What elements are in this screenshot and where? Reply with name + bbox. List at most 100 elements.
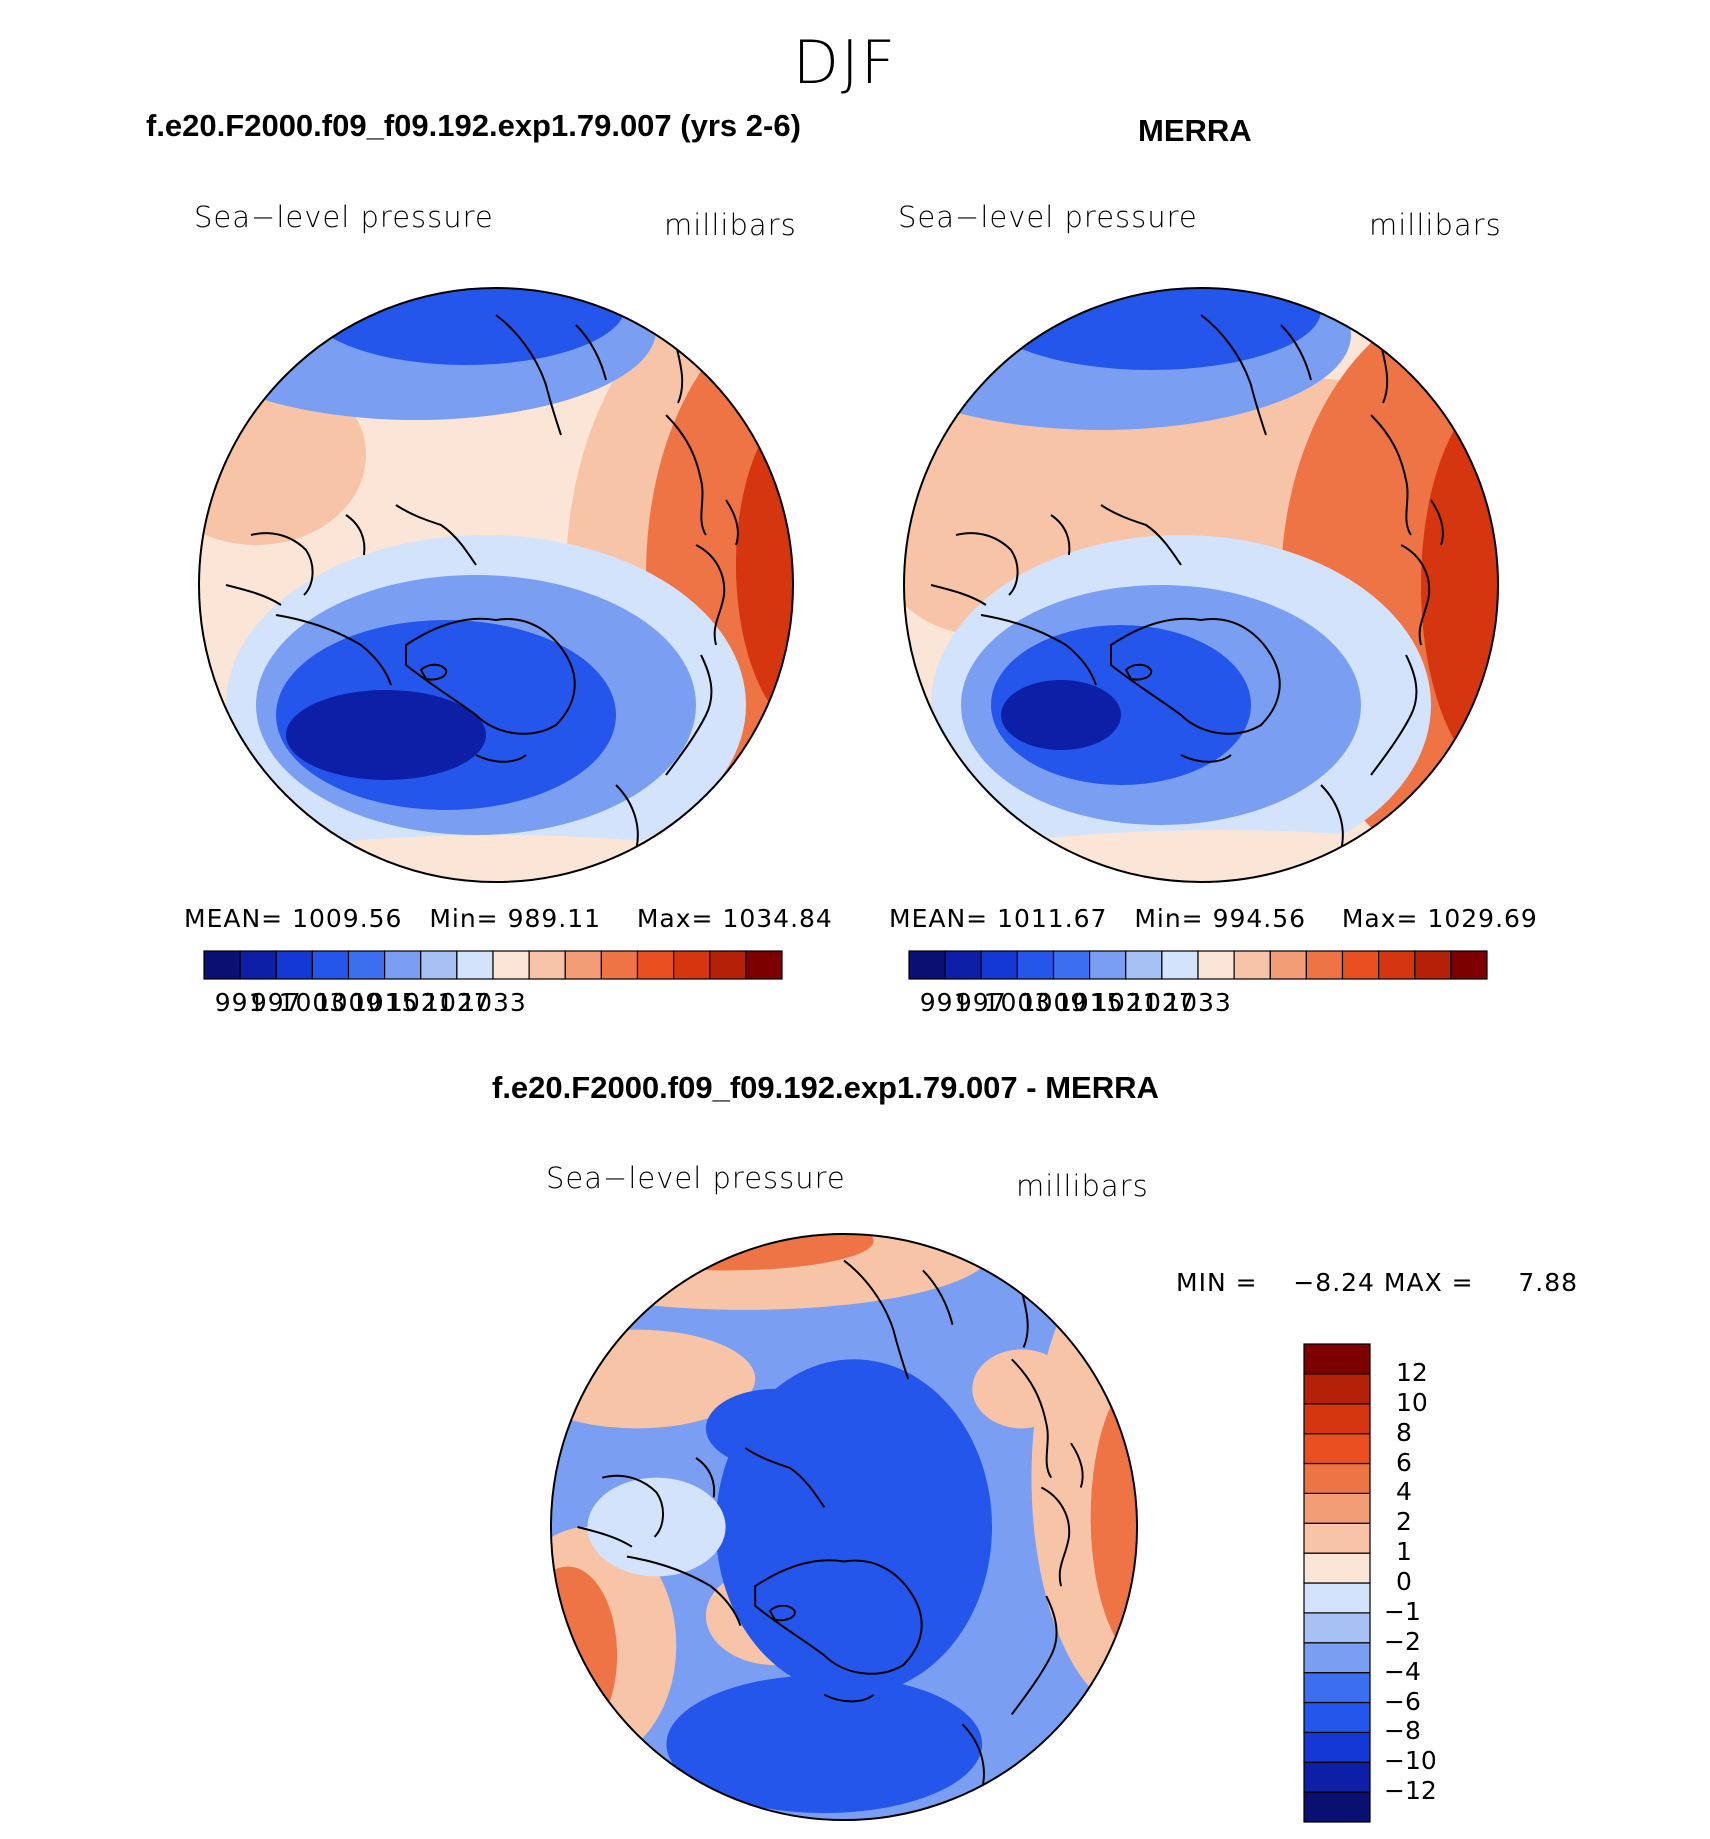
panel-3-pressure-region (577, 1233, 874, 1271)
panel-3-colorbar-tick-label: 4 (1396, 1477, 1412, 1507)
panel-1-colorbar-tick-label: 1033 (459, 988, 527, 1017)
coastline (419, 663, 448, 681)
panel-1-title: f.e20.F2000.f09_f09.192.exp1.79.007 (yrs… (146, 108, 801, 143)
panel-1-colorbar-box (239, 950, 277, 980)
panel-2-colorbar-box (1052, 950, 1091, 980)
panel-2-colorbar-tick-label: 1033 (1164, 988, 1232, 1017)
coastline (1124, 663, 1153, 681)
panel-3-colorbar-tick-label: 0 (1396, 1567, 1412, 1596)
coastline (930, 584, 987, 606)
panel-3-colorbar-tick-label: −12 (1384, 1776, 1437, 1806)
panel-1-colorbar-tick-label: 997 (250, 988, 302, 1017)
coastline (1070, 1442, 1084, 1488)
panel-3-colorbar-box (1303, 1642, 1371, 1674)
panel-1-pressure-region (286, 690, 486, 780)
panel-2-min-label: Min= (1134, 904, 1204, 933)
panel-2-min-value: 994.56 (1212, 904, 1307, 933)
panel-2-colorbar-tick-label: 1009 (1019, 988, 1088, 1017)
panel-3-colorbar-box (1303, 1582, 1371, 1614)
panel-2-max-label: Max= (1341, 904, 1419, 933)
coastline (823, 1693, 875, 1703)
coastline (1200, 314, 1267, 436)
panel-3-map-border (549, 1232, 1139, 1822)
panel-2-pressure-region (1421, 385, 1498, 785)
panel-3-colorbar-box (1303, 1731, 1371, 1763)
coastline (744, 1447, 826, 1508)
panel-1-colorbar-box (709, 950, 747, 980)
coastline (768, 1604, 796, 1622)
panel-3-title: f.e20.F2000.f09_f09.192.exp1.79.007 - ME… (492, 1070, 1159, 1105)
panel-2-pressure-region (1001, 680, 1121, 750)
panel-3-colorbar-tick-label: 12 (1396, 1357, 1428, 1387)
panel-3-colorbar-tick-label: 1 (1396, 1537, 1412, 1567)
coastline (575, 324, 607, 381)
coastline (345, 514, 366, 556)
panel-3-colorbar-box (1303, 1343, 1371, 1375)
panel-3-min-label: MIN = (1176, 1268, 1258, 1297)
coastline (1010, 1595, 1058, 1716)
panel-3-colorbar-tick-label: −1 (1384, 1596, 1421, 1626)
coastline (843, 1259, 910, 1380)
panel-2-max-value: 1029.69 (1427, 904, 1538, 933)
panel-3-colorbar-ticks: −12 −10 −8 −6 −4 −2 −1 0 1 2 4 6 8 10 12 (1384, 1343, 1464, 1823)
panel-2-colorbar-tick-label: 991 (919, 988, 971, 1017)
panel-3-pressure-region (1090, 1369, 1138, 1666)
panel-3-colorbar-tick-label: 8 (1396, 1417, 1412, 1447)
panel-2-colorbar-box (1450, 950, 1488, 980)
panel-3-colorbar-box (1303, 1373, 1371, 1405)
coastline (955, 532, 1019, 596)
coastline (1370, 654, 1418, 776)
panel-2-variable-label: Sea−level pressure (898, 200, 1198, 234)
panel-1-colorbar-tick-label: 991 (214, 988, 266, 1017)
panel-1-max-value: 1034.84 (722, 904, 833, 933)
panel-1-colorbar-box (636, 950, 675, 980)
panel-3-pressure-region (1031, 1240, 1138, 1715)
panel-3-units-label: millibars (1016, 1169, 1149, 1203)
coastline (1280, 324, 1312, 381)
coastline (395, 504, 477, 566)
coastline (922, 1269, 954, 1325)
panel-2-stats: MEAN= 1011.67 Min= 994.56 Max= 1029.69 (889, 904, 1538, 933)
coastline (695, 1457, 716, 1498)
coastline (1050, 514, 1071, 556)
panel-1-colorbar-box (745, 950, 783, 980)
coastline (961, 1723, 985, 1789)
panel-2-colorbar-box (908, 950, 946, 980)
panel-2-colorbar-tick-label: 1027 (1128, 988, 1196, 1017)
panel-2-colorbar-box (1341, 950, 1380, 980)
panel-2-colorbar-box (1197, 950, 1235, 980)
panel-3-colorbar (1303, 1343, 1371, 1823)
panel-1-colorbar-tick-label: 1021 (386, 988, 455, 1017)
coastline (250, 532, 314, 596)
coastline (1400, 544, 1431, 646)
panel-3-colorbar-box (1303, 1701, 1371, 1733)
main-title: DJF (792, 28, 898, 98)
panel-2-mean-label: MEAN= (889, 904, 989, 933)
panel-3-variable-label: Sea−level pressure (546, 1161, 846, 1195)
coastline (1320, 784, 1344, 851)
panel-2-colorbar-tick-label: 1003 (983, 988, 1052, 1017)
panel-1-colorbar-box (203, 950, 241, 980)
panel-3-pressure-region (972, 1349, 1071, 1429)
panel-3-colorbar-box (1303, 1462, 1371, 1494)
panel-1-polar-map (198, 287, 794, 883)
panel-1-colorbar-box (311, 950, 350, 980)
panel-2-mean-value: 1011.67 (997, 904, 1108, 933)
panel-2-pressure-region (981, 288, 1321, 370)
panel-1-pressure-region (736, 395, 793, 735)
panel-2-colorbar-tick-label: 1021 (1091, 988, 1160, 1017)
panel-3-colorbar-tick-label: −8 (1384, 1716, 1421, 1746)
panel-3-polar-map (549, 1232, 1139, 1822)
coastline (577, 1526, 633, 1548)
panel-2-units-label: millibars (1369, 208, 1502, 242)
panel-3-max-value: 7.88 (1518, 1268, 1579, 1297)
coastline (754, 1559, 923, 1675)
coastline (602, 1474, 664, 1538)
panel-1-colorbar-box (420, 950, 458, 980)
panel-1-colorbar-box (347, 950, 386, 980)
panel-1-map-border (198, 287, 794, 883)
panel-1-colorbar-tick-label: 1003 (278, 988, 347, 1017)
panel-1-colorbar-box (384, 950, 422, 980)
panel-2-title: MERRA (1138, 113, 1252, 148)
coastline (665, 654, 713, 776)
